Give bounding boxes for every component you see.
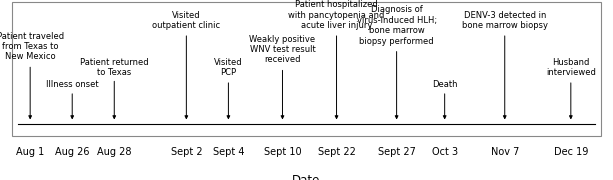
Text: Nov 7: Nov 7	[490, 147, 519, 157]
Text: Patient hospitalized
with pancytopenia and
acute liver injury: Patient hospitalized with pancytopenia a…	[288, 0, 385, 30]
Text: Sept 4: Sept 4	[213, 147, 244, 157]
Text: Visited
PCP: Visited PCP	[214, 58, 243, 77]
Text: Sept 22: Sept 22	[318, 147, 356, 157]
Text: Visited
outpatient clinic: Visited outpatient clinic	[152, 11, 221, 30]
Text: Sept 2: Sept 2	[170, 147, 202, 157]
Text: DENV-3 detected in
bone marrow biopsy: DENV-3 detected in bone marrow biopsy	[462, 11, 548, 30]
Text: Death: Death	[432, 80, 457, 89]
Text: Aug 1: Aug 1	[16, 147, 44, 157]
Text: Dec 19: Dec 19	[554, 147, 588, 157]
Text: Sept 10: Sept 10	[264, 147, 301, 157]
Text: Patient traveled
from Texas to
New Mexico: Patient traveled from Texas to New Mexic…	[0, 31, 64, 61]
Text: Date: Date	[292, 174, 321, 180]
Text: Sept 27: Sept 27	[378, 147, 416, 157]
Text: Aug 28: Aug 28	[97, 147, 132, 157]
Text: Husband
interviewed: Husband interviewed	[546, 58, 596, 77]
Text: Illness onset: Illness onset	[46, 80, 99, 89]
Text: Patient returned
to Texas: Patient returned to Texas	[80, 58, 148, 77]
Text: Diagnosis of
virus-induced HLH;
bone marrow
biopsy performed: Diagnosis of virus-induced HLH; bone mar…	[357, 5, 436, 46]
Text: Aug 26: Aug 26	[55, 147, 89, 157]
Text: Weakly positive
WNV test result
received: Weakly positive WNV test result received	[249, 35, 316, 64]
Text: Oct 3: Oct 3	[432, 147, 458, 157]
